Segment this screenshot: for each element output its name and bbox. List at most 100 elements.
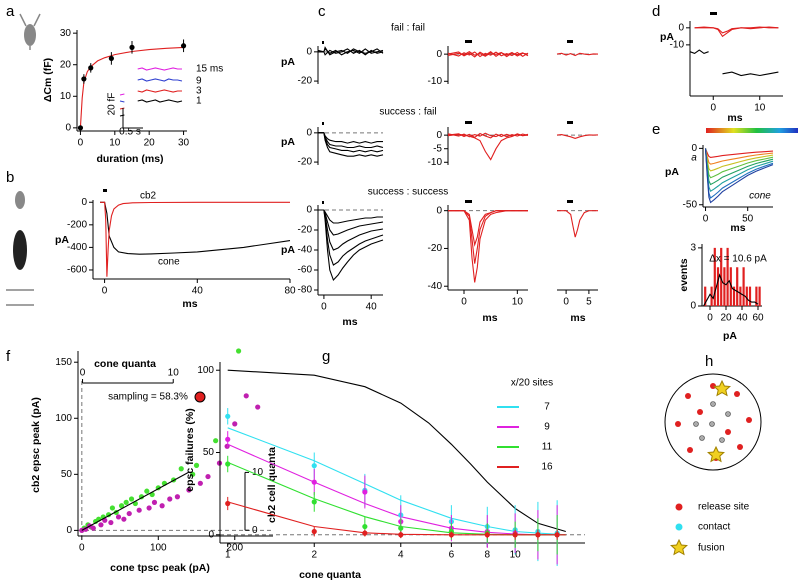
y-tick-label: 0 bbox=[306, 127, 312, 138]
legend-label: 9 bbox=[544, 422, 550, 433]
data-point bbox=[554, 532, 560, 538]
data-point bbox=[398, 532, 404, 538]
stimulus-bar bbox=[465, 121, 472, 124]
x-axis-label: pA bbox=[723, 330, 737, 342]
y-tick-label: -20 bbox=[298, 76, 313, 87]
stimulus-bar bbox=[465, 200, 472, 203]
data-point bbox=[123, 499, 129, 505]
contact bbox=[710, 401, 716, 407]
data-point bbox=[144, 488, 150, 494]
series-line bbox=[119, 78, 183, 103]
series-line bbox=[318, 132, 383, 144]
series-line bbox=[227, 369, 566, 533]
y-tick-label: 0 bbox=[208, 529, 214, 540]
x-tick-label: 5 bbox=[586, 297, 592, 308]
data-point bbox=[115, 514, 122, 520]
y-tick-label: -200 bbox=[67, 219, 87, 230]
data-point bbox=[197, 480, 203, 486]
x-tick-label: 0 bbox=[102, 286, 108, 297]
series-line bbox=[447, 51, 529, 58]
panel-letter: h bbox=[705, 353, 713, 370]
contact bbox=[719, 437, 725, 443]
data-point bbox=[311, 499, 317, 505]
panel-title: success : success bbox=[368, 187, 449, 198]
x-tick-label: 0 bbox=[703, 214, 709, 225]
legend-swatch bbox=[675, 523, 683, 531]
data-point bbox=[311, 528, 317, 535]
y-axis-label: cb2 epsc peak (pA) bbox=[30, 397, 42, 493]
y-tick-label: -60 bbox=[298, 265, 313, 276]
y-tick-label: 0 bbox=[678, 22, 684, 33]
x-tick-label: 1 bbox=[225, 550, 231, 561]
panel-letter: c bbox=[318, 3, 326, 20]
panel-title: fail : fail bbox=[391, 23, 425, 34]
release-sites bbox=[675, 383, 752, 461]
stimulus-bar bbox=[567, 121, 573, 124]
release-site bbox=[746, 417, 752, 423]
x-tick-label: 50 bbox=[742, 214, 754, 225]
bar bbox=[726, 247, 729, 306]
series-line bbox=[448, 210, 528, 247]
x2-tick-label: 10 bbox=[168, 368, 180, 379]
x-tick-label: 0 bbox=[461, 297, 467, 308]
data-point bbox=[77, 125, 84, 131]
y-tick-label: 0 bbox=[436, 205, 442, 216]
panel-letter: f bbox=[6, 348, 11, 365]
x-axis-label: ms bbox=[570, 312, 585, 324]
y-tick-label: -40 bbox=[428, 281, 443, 292]
data-point bbox=[159, 503, 165, 509]
data-point bbox=[108, 519, 114, 526]
x-tick-label: 80 bbox=[284, 286, 296, 297]
y-axis-label: epsc failures (%) bbox=[184, 408, 196, 491]
data-point bbox=[535, 532, 541, 538]
legend-label: 11 bbox=[542, 442, 553, 453]
y-axis-label: pA bbox=[660, 31, 674, 43]
annotation: cone bbox=[749, 191, 771, 202]
x-tick-label: 30 bbox=[178, 138, 190, 149]
series-line bbox=[557, 210, 598, 238]
series-line bbox=[79, 46, 184, 128]
data-point bbox=[167, 496, 173, 502]
data-point bbox=[448, 532, 454, 538]
x-tick-label: 6 bbox=[449, 550, 455, 561]
bar bbox=[704, 286, 707, 306]
y-tick-label: 10 bbox=[60, 91, 72, 102]
release-site bbox=[734, 391, 740, 397]
stimulus-bars bbox=[103, 12, 717, 204]
icon bbox=[15, 191, 25, 209]
series-line bbox=[318, 132, 384, 149]
stimulus-bar bbox=[103, 189, 107, 192]
panel-letter: g bbox=[322, 348, 330, 365]
y-tick-label: 20 bbox=[60, 59, 72, 70]
data-point bbox=[243, 393, 249, 399]
y-tick-label: 3 bbox=[690, 243, 696, 254]
y-tick-label: 100 bbox=[197, 365, 214, 376]
x-tick-label: 2 bbox=[311, 550, 317, 561]
x2-axis-label: cone quanta bbox=[94, 358, 156, 370]
series-line bbox=[704, 148, 774, 165]
terminal-outline bbox=[664, 373, 762, 471]
stimulus-bar bbox=[322, 201, 324, 204]
y2-axis-label: cb2 cell quanta bbox=[266, 447, 278, 523]
y-tick-label: 0 bbox=[436, 49, 442, 60]
y-tick-label: 30 bbox=[60, 28, 72, 39]
data-point bbox=[88, 65, 94, 71]
series-line bbox=[318, 48, 384, 56]
series-label: 3 bbox=[196, 86, 202, 97]
y-tick-label: 100 bbox=[55, 413, 72, 424]
data-point bbox=[174, 494, 181, 500]
y-tick-label: 0 bbox=[306, 205, 312, 216]
data-point bbox=[146, 505, 152, 511]
bar bbox=[748, 286, 752, 306]
bar bbox=[745, 286, 748, 306]
y-axis-label: pA bbox=[281, 136, 295, 148]
stimulus-bar bbox=[567, 40, 573, 43]
series-line bbox=[447, 51, 529, 58]
x-axis-label: ms bbox=[730, 222, 745, 234]
data-point bbox=[484, 532, 490, 538]
series-line bbox=[704, 148, 774, 158]
y-tick-label: 0 bbox=[436, 130, 442, 141]
y-tick-label: -50 bbox=[683, 199, 698, 210]
x-tick-label: 0 bbox=[79, 543, 85, 554]
